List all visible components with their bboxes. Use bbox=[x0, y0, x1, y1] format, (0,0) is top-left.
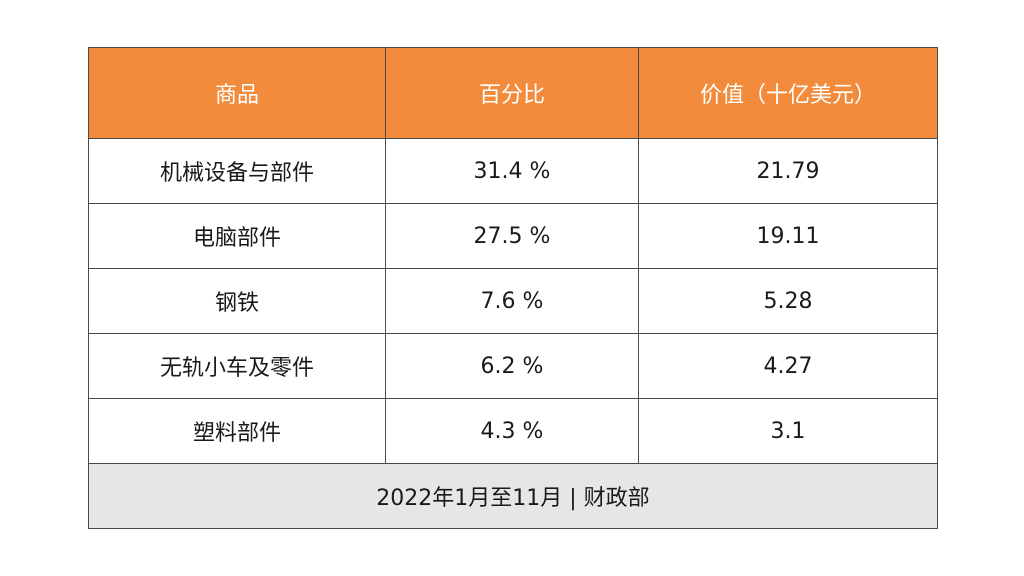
cell-commodity: 无轨小车及零件 bbox=[88, 333, 386, 399]
footer-row: 2022年1月至11月 | 财政部 bbox=[88, 463, 938, 529]
table-row: 无轨小车及零件 6.2 % 4.27 bbox=[88, 333, 938, 399]
column-header-percent: 百分比 bbox=[385, 47, 639, 139]
cell-commodity: 钢铁 bbox=[88, 268, 386, 334]
header-row: 商品 百分比 价值（十亿美元） bbox=[88, 47, 938, 139]
cell-value: 19.11 bbox=[638, 203, 938, 269]
table-row: 塑料部件 4.3 % 3.1 bbox=[88, 398, 938, 464]
table-row: 机械设备与部件 31.4 % 21.79 bbox=[88, 138, 938, 204]
cell-commodity: 电脑部件 bbox=[88, 203, 386, 269]
cell-value: 4.27 bbox=[638, 333, 938, 399]
table-row: 电脑部件 27.5 % 19.11 bbox=[88, 203, 938, 269]
cell-commodity: 机械设备与部件 bbox=[88, 138, 386, 204]
cell-percent: 27.5 % bbox=[385, 203, 639, 269]
column-header-commodity: 商品 bbox=[88, 47, 386, 139]
cell-value: 3.1 bbox=[638, 398, 938, 464]
source-footnote: 2022年1月至11月 | 财政部 bbox=[88, 463, 938, 529]
column-header-value: 价值（十亿美元） bbox=[638, 47, 938, 139]
cell-value: 5.28 bbox=[638, 268, 938, 334]
cell-commodity: 塑料部件 bbox=[88, 398, 386, 464]
cell-percent: 31.4 % bbox=[385, 138, 639, 204]
cell-percent: 6.2 % bbox=[385, 333, 639, 399]
cell-value: 21.79 bbox=[638, 138, 938, 204]
cell-percent: 4.3 % bbox=[385, 398, 639, 464]
data-table: 商品 百分比 价值（十亿美元） 机械设备与部件 31.4 % 21.79 电脑部… bbox=[88, 47, 938, 529]
table-row: 钢铁 7.6 % 5.28 bbox=[88, 268, 938, 334]
cell-percent: 7.6 % bbox=[385, 268, 639, 334]
